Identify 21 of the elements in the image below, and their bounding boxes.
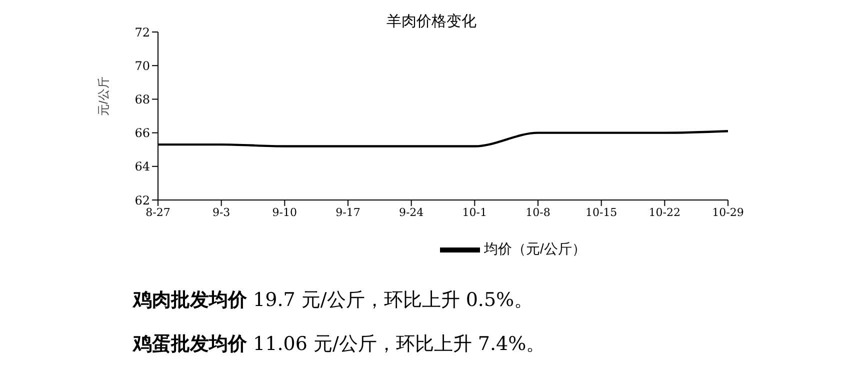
x-tick-label: 10-22 xyxy=(648,206,681,219)
x-tick-label: 8-27 xyxy=(146,206,170,219)
x-tick-label: 9-3 xyxy=(212,206,230,219)
y-tick-label: 64 xyxy=(134,160,150,174)
y-axis-title: 元/公斤 xyxy=(96,76,110,116)
x-tick-label: 9-10 xyxy=(272,206,298,219)
x-tick-label: 9-17 xyxy=(336,206,360,219)
text: 鸡肉批发均价 19.7 元/公斤，环比上升 0.5%。 xyxy=(133,288,534,313)
x-tick-label: 10-15 xyxy=(585,206,618,219)
y-tick-label: 72 xyxy=(134,25,150,40)
y-tick-label: 70 xyxy=(134,58,150,73)
text: 鸡蛋批发均价 11.06 元/公斤，环比上升 7.4%。 xyxy=(133,332,546,357)
x-tick-label: 10-8 xyxy=(526,206,550,219)
x-tick-label: 10-29 xyxy=(712,206,744,219)
y-tick-label: 68 xyxy=(134,92,150,106)
x-tick-label: 10-1 xyxy=(462,206,488,219)
y-tick-label: 62 xyxy=(134,193,150,208)
x-tick-label: 9-24 xyxy=(398,206,424,219)
y-tick-label: 66 xyxy=(134,126,150,140)
chart-title: 羊肉价格变化 xyxy=(386,13,476,30)
legend-label: 均价（元/公斤） xyxy=(484,240,586,257)
